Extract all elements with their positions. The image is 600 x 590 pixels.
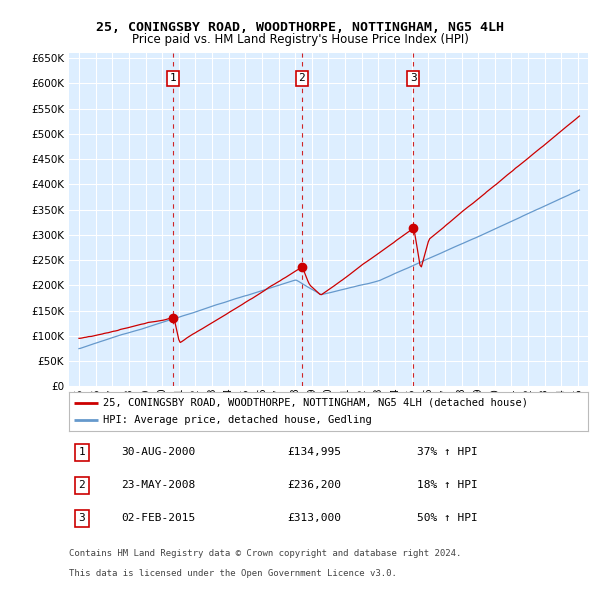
Text: 2: 2 bbox=[79, 480, 85, 490]
Text: 37% ↑ HPI: 37% ↑ HPI bbox=[417, 447, 478, 457]
Text: 2: 2 bbox=[298, 73, 305, 83]
Text: HPI: Average price, detached house, Gedling: HPI: Average price, detached house, Gedl… bbox=[103, 415, 371, 425]
Text: 50% ↑ HPI: 50% ↑ HPI bbox=[417, 513, 478, 523]
Text: £313,000: £313,000 bbox=[287, 513, 341, 523]
Text: £134,995: £134,995 bbox=[287, 447, 341, 457]
Text: Price paid vs. HM Land Registry's House Price Index (HPI): Price paid vs. HM Land Registry's House … bbox=[131, 33, 469, 46]
Text: 1: 1 bbox=[170, 73, 176, 83]
Text: 23-MAY-2008: 23-MAY-2008 bbox=[121, 480, 195, 490]
Text: 02-FEB-2015: 02-FEB-2015 bbox=[121, 513, 195, 523]
Text: £236,200: £236,200 bbox=[287, 480, 341, 490]
Text: 3: 3 bbox=[410, 73, 416, 83]
Text: 30-AUG-2000: 30-AUG-2000 bbox=[121, 447, 195, 457]
Text: 25, CONINGSBY ROAD, WOODTHORPE, NOTTINGHAM, NG5 4LH (detached house): 25, CONINGSBY ROAD, WOODTHORPE, NOTTINGH… bbox=[103, 398, 528, 408]
Text: 1: 1 bbox=[79, 447, 85, 457]
Text: 3: 3 bbox=[79, 513, 85, 523]
Text: This data is licensed under the Open Government Licence v3.0.: This data is licensed under the Open Gov… bbox=[69, 569, 397, 578]
Text: 25, CONINGSBY ROAD, WOODTHORPE, NOTTINGHAM, NG5 4LH: 25, CONINGSBY ROAD, WOODTHORPE, NOTTINGH… bbox=[96, 21, 504, 34]
Text: 18% ↑ HPI: 18% ↑ HPI bbox=[417, 480, 478, 490]
Text: Contains HM Land Registry data © Crown copyright and database right 2024.: Contains HM Land Registry data © Crown c… bbox=[69, 549, 461, 558]
